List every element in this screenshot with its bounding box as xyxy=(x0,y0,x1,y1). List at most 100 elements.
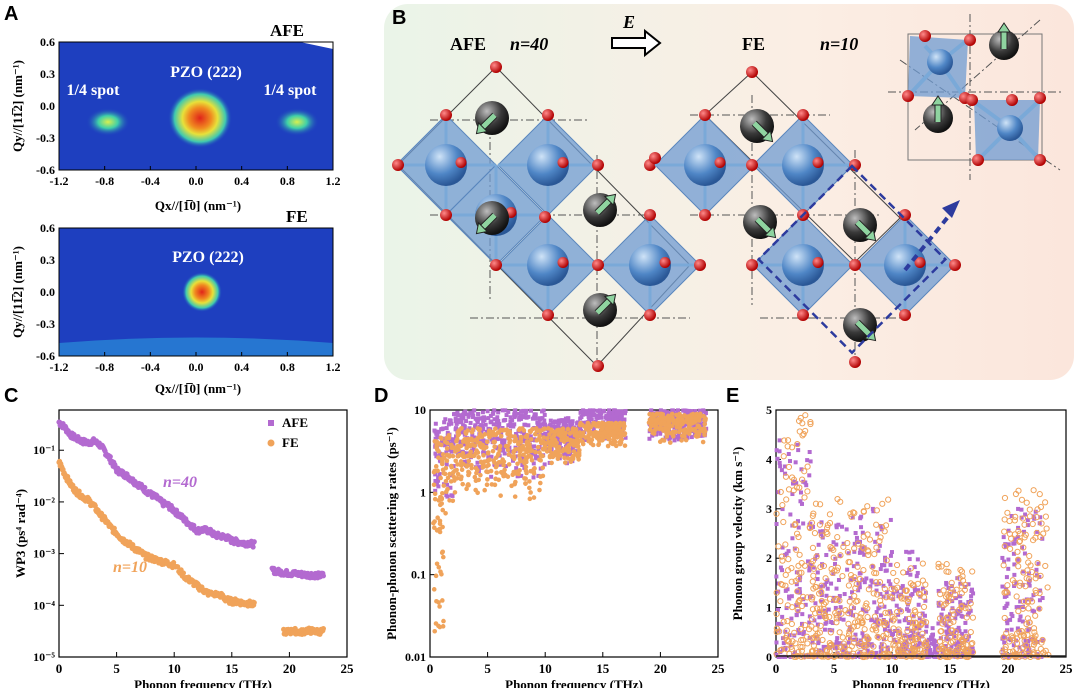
data-point xyxy=(845,610,852,617)
data-point xyxy=(433,488,438,493)
data-point xyxy=(795,589,800,594)
data-point xyxy=(949,644,954,649)
data-point xyxy=(486,416,491,421)
data-point xyxy=(882,522,890,529)
data-point xyxy=(515,461,520,467)
data-point xyxy=(446,454,452,459)
data-point xyxy=(832,596,839,604)
data-point xyxy=(1009,634,1016,642)
data-point xyxy=(433,472,438,477)
data-point xyxy=(619,409,624,414)
data-point xyxy=(1042,499,1049,506)
data-point xyxy=(508,419,513,424)
data-point xyxy=(792,577,799,585)
data-point xyxy=(799,432,806,439)
y-tick-label: 10⁻⁵ xyxy=(33,650,55,664)
data-point xyxy=(790,492,795,497)
data-point xyxy=(1036,491,1043,498)
data-point xyxy=(807,420,814,428)
data-point xyxy=(673,435,678,440)
data-point xyxy=(438,451,443,456)
data-point xyxy=(1015,563,1022,570)
data-point xyxy=(532,412,537,417)
data-point xyxy=(588,414,593,419)
data-point xyxy=(622,417,627,422)
data-point xyxy=(498,493,503,498)
data-point xyxy=(956,646,961,651)
data-point xyxy=(875,617,880,622)
oxygen-atom xyxy=(455,157,467,168)
data-point xyxy=(914,574,919,579)
data-point xyxy=(808,560,815,567)
zr-atom xyxy=(782,144,824,186)
data-point xyxy=(1037,521,1042,526)
data-point xyxy=(443,510,448,516)
data-point xyxy=(435,435,440,440)
data-point xyxy=(175,564,181,570)
data-point xyxy=(1030,636,1035,641)
data-point xyxy=(1014,580,1019,585)
data-point xyxy=(1016,506,1021,511)
data-point xyxy=(847,651,852,656)
data-point xyxy=(436,475,441,480)
data-point xyxy=(922,620,927,625)
data-point xyxy=(1015,608,1022,615)
data-point xyxy=(876,548,881,553)
data-point xyxy=(778,565,783,570)
data-point xyxy=(536,424,541,429)
y-tick-label: 0 xyxy=(766,650,772,664)
data-point xyxy=(586,432,591,438)
data-point xyxy=(851,574,858,581)
data-point xyxy=(905,615,912,622)
oxygen-atom xyxy=(949,259,961,271)
data-point xyxy=(435,468,440,474)
data-point xyxy=(781,641,786,646)
data-point xyxy=(512,434,518,439)
data-point xyxy=(431,520,436,526)
data-point xyxy=(666,422,671,428)
data-point xyxy=(795,562,802,569)
data-point xyxy=(528,437,534,442)
data-point xyxy=(180,570,187,576)
data-point xyxy=(780,614,785,619)
data-point xyxy=(1000,555,1005,560)
data-point xyxy=(904,627,911,635)
data-point xyxy=(831,540,836,545)
data-point xyxy=(556,448,562,454)
data-point xyxy=(551,433,557,439)
oxygen-atom xyxy=(490,259,502,271)
zr-atom xyxy=(527,144,569,186)
data-point xyxy=(434,443,439,449)
data-point xyxy=(453,458,459,464)
data-point xyxy=(969,594,974,599)
data-point xyxy=(870,643,877,650)
data-point xyxy=(433,451,438,456)
data-point xyxy=(543,433,548,438)
data-point xyxy=(674,422,680,427)
data-point xyxy=(657,421,663,427)
data-point xyxy=(437,472,442,477)
data-point xyxy=(799,476,806,483)
data-point xyxy=(492,408,497,413)
data-point xyxy=(1027,583,1032,588)
data-point xyxy=(935,564,942,571)
x-tick-label: 5 xyxy=(113,661,120,676)
x-tick-label: -0.4 xyxy=(141,360,160,374)
oxygen-atom xyxy=(644,209,656,221)
data-point xyxy=(494,420,499,425)
data-point xyxy=(869,563,876,570)
data-point xyxy=(466,414,471,419)
data-point xyxy=(781,437,788,444)
series-fe xyxy=(56,458,326,637)
x-tick-label: 0.4 xyxy=(234,360,249,374)
data-point xyxy=(539,432,544,437)
data-point xyxy=(860,607,865,612)
data-point xyxy=(474,470,479,476)
data-point xyxy=(823,582,828,587)
data-point xyxy=(444,446,450,451)
data-point xyxy=(496,425,501,430)
data-point xyxy=(607,414,612,419)
data-point xyxy=(654,411,660,417)
